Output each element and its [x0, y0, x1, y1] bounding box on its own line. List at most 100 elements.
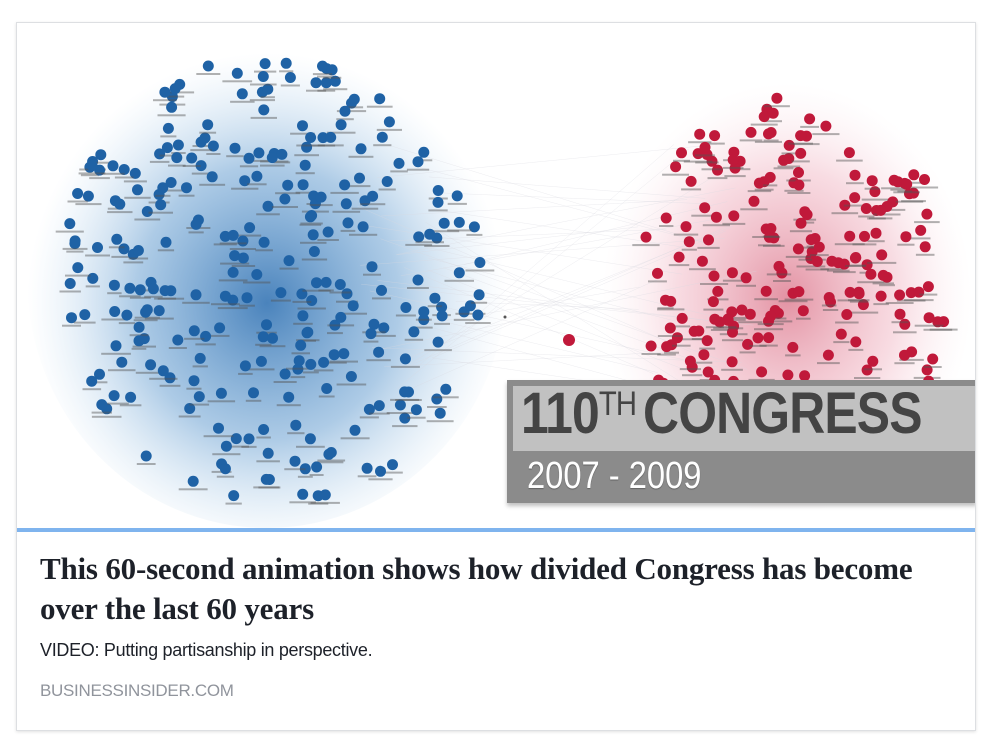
republican-node-label — [722, 222, 746, 225]
card-text[interactable]: This 60-second animation shows how divid… — [40, 549, 955, 701]
democrat-node-dot — [86, 375, 98, 387]
democrat-node — [317, 226, 339, 241]
republican-node — [914, 208, 940, 224]
democrat-node — [357, 462, 377, 478]
democrat-node-label — [357, 475, 377, 478]
republican-node-dot — [813, 241, 825, 253]
democrat-node — [306, 77, 327, 92]
republican-node — [764, 92, 790, 108]
democrat-node — [294, 141, 319, 157]
democrat-node-dot — [341, 288, 353, 300]
republican-node-label — [701, 168, 723, 171]
republican-node — [897, 231, 915, 246]
republican-node — [707, 164, 728, 180]
democrat-node-dot — [410, 404, 422, 416]
democrat-node — [336, 288, 358, 303]
democrat-node — [182, 289, 210, 304]
republican-node-label — [657, 353, 676, 356]
republican-node-label — [695, 161, 719, 164]
republican-node-dot — [664, 322, 676, 334]
democrat-node — [373, 131, 392, 147]
republican-node-label — [904, 181, 924, 184]
democrat-node — [134, 206, 161, 221]
democrat-node-label — [386, 412, 414, 414]
democrat-node-label — [302, 371, 319, 374]
democrat-node-dot — [236, 88, 248, 100]
video-thumbnail[interactable]: 110TH CONGRESS 2007 - 2009 — [17, 23, 975, 529]
democrat-node — [195, 330, 216, 346]
democrat-node-label — [184, 337, 205, 340]
democrat-node-label — [249, 99, 275, 102]
headline-link[interactable]: This 60-second animation shows how divid… — [40, 551, 913, 626]
democrat-node — [157, 236, 175, 252]
democrat-node — [91, 399, 112, 414]
democrat-node — [178, 403, 201, 418]
democrat-node-label — [404, 338, 424, 341]
democrat-node-dot — [418, 146, 430, 158]
republican-node — [835, 309, 859, 324]
democrat-node — [189, 391, 210, 406]
democrat-node-dot — [376, 131, 388, 143]
democrat-node — [297, 295, 326, 310]
democrat-node-dot — [306, 210, 318, 221]
democrat-node-dot — [109, 306, 121, 317]
republican-node-dot — [888, 174, 900, 186]
democrat-node-label — [378, 188, 396, 191]
democrat-node-label — [340, 437, 370, 440]
democrat-node-label — [133, 319, 158, 322]
republican-node-label — [787, 192, 811, 194]
democrat-node — [336, 371, 367, 386]
democrat-node-label — [276, 404, 301, 407]
democrat-node — [327, 319, 343, 335]
democrat-node — [230, 88, 255, 103]
republican-node-dot — [799, 370, 811, 382]
democrat-node-dot — [375, 465, 386, 477]
democrat-node — [407, 274, 429, 289]
democrat-node-label — [280, 84, 300, 87]
democrat-node-dot — [261, 319, 272, 331]
republican-node-label — [764, 320, 793, 323]
republican-node — [831, 199, 859, 215]
democrat-node — [455, 300, 486, 315]
democrat-node — [276, 391, 301, 407]
republican-node-dot — [727, 326, 738, 338]
congress-word: CONGRESS — [643, 381, 922, 446]
democrat-node-label — [321, 361, 347, 364]
republican-node — [923, 353, 942, 368]
link-preview-card[interactable]: 110TH CONGRESS 2007 - 2009 This 60-second… — [16, 22, 976, 731]
democrat-node-label — [191, 172, 211, 175]
network-edge — [428, 176, 706, 199]
democrat-node-dot — [227, 266, 239, 278]
democrat-node-dot — [195, 136, 207, 148]
republican-node-dot — [811, 256, 823, 267]
democrat-node — [318, 276, 334, 292]
republican-node — [721, 356, 743, 371]
republican-node — [705, 313, 724, 329]
republican-node-dot — [822, 349, 834, 361]
republican-node-dot — [760, 285, 772, 297]
democrat-node-dot — [169, 83, 181, 95]
republican-node-label — [721, 368, 743, 371]
democrat-node-label — [349, 233, 378, 236]
democrat-node — [144, 305, 174, 320]
democrat-node — [465, 309, 491, 324]
republican-node — [759, 332, 778, 347]
republican-node-dot — [841, 309, 853, 320]
republican-node — [704, 130, 725, 145]
republican-node-label — [762, 235, 780, 238]
democrat-node — [220, 250, 250, 265]
democrat-node — [309, 191, 333, 207]
democrat-node-dot — [161, 142, 173, 154]
democrat-node-dot — [311, 277, 322, 289]
democrat-node-label — [199, 131, 217, 134]
democrat-node-label — [432, 396, 459, 399]
democrat-node-dot — [320, 276, 332, 288]
republican-node-label — [848, 299, 870, 302]
democrat-node — [260, 152, 285, 167]
republican-node-label — [923, 366, 942, 368]
ordinal-suffix: TH — [598, 385, 637, 423]
democrat-node-dot — [365, 328, 377, 340]
democrat-node-dot — [412, 274, 424, 286]
democrat-node-label — [144, 295, 163, 298]
democrat-node-dot — [299, 159, 311, 171]
